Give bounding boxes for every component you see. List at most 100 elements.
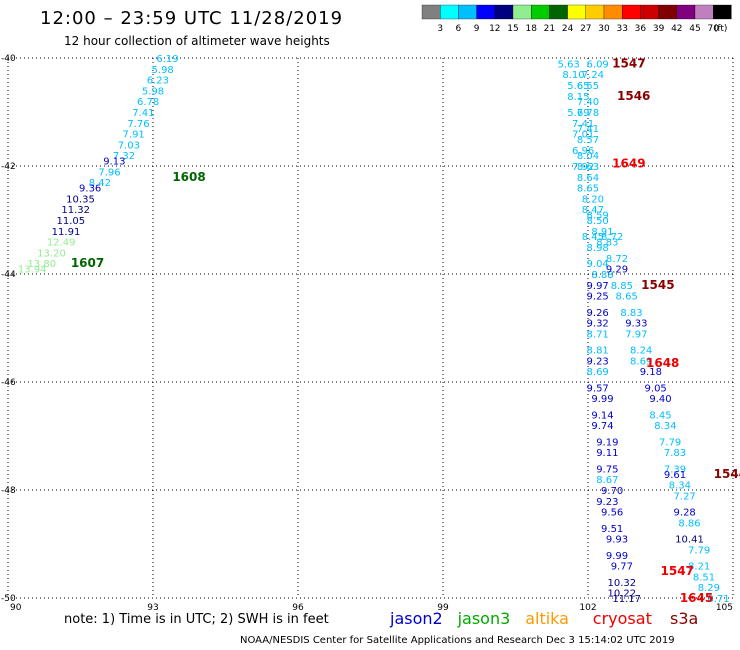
pass-time-label: 1547 <box>661 564 694 578</box>
swh-value: 6.19 <box>156 54 178 65</box>
swh-value: 8.71 <box>587 329 609 340</box>
swh-value: 9.93 <box>606 535 628 546</box>
swh-value: 8.20 <box>582 194 604 205</box>
swh-value: 9.23 <box>587 356 609 367</box>
legend-entry-s3a: s3a <box>670 609 699 628</box>
x-tick-label: 99 <box>437 603 449 613</box>
swh-value: 7.41 <box>577 124 599 135</box>
footer-credit: NOAA/NESDIS Center for Satellite Applica… <box>240 635 675 646</box>
scale-swatch <box>458 4 477 20</box>
scale-label: 33 <box>616 24 627 34</box>
swh-value: 9.13 <box>103 157 125 168</box>
pass-time-label: 1607 <box>71 256 104 270</box>
scale-label: 30 <box>598 24 610 34</box>
swh-value: 9.70 <box>601 486 623 497</box>
scale-label: 12 <box>489 24 500 34</box>
swh-value: 9.33 <box>625 319 647 330</box>
swh-value: 8.51 <box>693 572 715 583</box>
scale-unit: (ft) <box>714 24 728 34</box>
swh-value: 7.83 <box>664 448 686 459</box>
swh-value: 7.79 <box>688 545 710 556</box>
scale-label: 70 <box>707 24 719 34</box>
swh-value: 9.57 <box>587 383 609 394</box>
scale-label: 42 <box>671 24 682 34</box>
swh-value: 8.85 <box>611 281 633 292</box>
scale-swatch <box>567 4 586 20</box>
swh-value: 8.21 <box>688 562 710 573</box>
swh-value: 9.99 <box>591 394 613 405</box>
swh-value: 12.49 <box>47 238 76 249</box>
scale-swatch <box>476 4 495 20</box>
swh-value: 8.04 <box>577 151 599 162</box>
swh-value: 9.56 <box>601 508 623 519</box>
swh-value: 8.24 <box>630 346 652 357</box>
swh-value: 9.51 <box>601 524 623 535</box>
legend-entry-altika: altika <box>525 609 569 628</box>
swh-value: 8.34 <box>669 481 691 492</box>
swh-value: 8.83 <box>596 238 618 249</box>
swh-value: 13.20 <box>37 248 66 259</box>
swh-value: 8.15 <box>567 92 589 103</box>
swh-value: 9.18 <box>640 367 662 378</box>
scale-swatch <box>622 4 641 20</box>
swh-value: 8.72 <box>606 254 628 265</box>
swh-value: 9.04 <box>587 259 609 270</box>
pass-time-label: 1648 <box>646 356 679 370</box>
swh-value: 8.91 <box>591 227 613 238</box>
swh-value: 8.65 <box>577 184 599 195</box>
swh-value: 9.32 <box>587 319 609 330</box>
swh-value: 9.29 <box>606 265 628 276</box>
swh-value: 5.65 <box>567 81 589 92</box>
swh-value: 11.91 <box>52 227 81 238</box>
swh-value: 13.94 <box>18 265 47 276</box>
swh-value: 5.98 <box>152 65 174 76</box>
legend-entry-jason2: jason2 <box>390 609 443 628</box>
swh-value: 5.98 <box>142 86 164 97</box>
scale-swatch <box>549 4 568 20</box>
swh-value: 8.10 <box>562 70 584 81</box>
page-title: 12:00 – 23:59 UTC 11/28/2019 <box>40 8 344 29</box>
scale-swatch <box>640 4 659 20</box>
scale-swatch <box>421 4 441 20</box>
legend-entry-cryosat: cryosat <box>592 609 652 628</box>
swh-value: 8.34 <box>654 421 676 432</box>
swh-value: 9.05 <box>645 383 667 394</box>
swh-value: 10.35 <box>66 194 95 205</box>
scale-label: 36 <box>635 24 647 34</box>
swh-value: 8.88 <box>591 270 613 281</box>
swh-value: 5.63 <box>558 59 580 70</box>
swh-value: 8.69 <box>630 356 652 367</box>
scale-swatch <box>603 4 623 20</box>
scale-label: 45 <box>689 24 700 34</box>
pass-time-label: 1546 <box>617 89 650 103</box>
scale-label: 27 <box>580 24 591 34</box>
swh-value: 9.97 <box>587 281 609 292</box>
scale-swatch <box>440 4 459 20</box>
swh-value: 7.97 <box>625 329 647 340</box>
swh-value: 8.59 <box>587 211 609 222</box>
swh-value: 6.23 <box>147 76 169 87</box>
x-tick-label: 102 <box>579 603 596 613</box>
swh-value: 7.27 <box>674 491 696 502</box>
swh-value: 8.67 <box>596 475 618 486</box>
swh-value: 6.96 <box>572 146 594 157</box>
swh-value: 9.26 <box>587 308 609 319</box>
swh-value: 13.80 <box>28 259 57 270</box>
swh-value: 8.65 <box>616 292 638 303</box>
swh-value: 8.71 <box>707 594 729 605</box>
swh-value: 6.78 <box>137 97 159 108</box>
swh-value: 8.81 <box>587 346 609 357</box>
y-tick-label: -40 <box>1 54 16 64</box>
swh-value: 7.40 <box>577 97 599 108</box>
swh-value: 10.22 <box>608 589 637 600</box>
scale-swatch <box>531 4 550 20</box>
swh-value: 9.36 <box>79 184 101 195</box>
swh-value: 9.75 <box>596 464 618 475</box>
swh-value: 7.91 <box>123 130 145 141</box>
swh-value: 7.39 <box>664 464 686 475</box>
legend-entry-jason3: jason3 <box>457 609 511 628</box>
swh-value: 11.05 <box>57 216 86 227</box>
swh-value: 5.79 <box>567 108 589 119</box>
scale-label: 3 <box>437 24 443 34</box>
